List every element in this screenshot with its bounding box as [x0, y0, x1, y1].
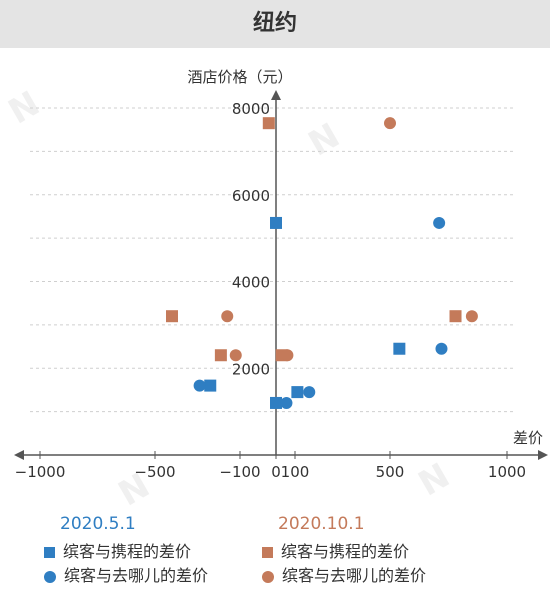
legend-item-blue-qunar: 缤客与去哪儿的差价 — [44, 562, 208, 586]
square-marker-icon — [262, 547, 273, 558]
circle-marker-icon — [262, 570, 274, 583]
data-point-square — [270, 396, 282, 409]
x-tick-label: 0 — [271, 463, 281, 481]
chart-title: 纽约 — [252, 11, 297, 36]
y-tick-label: 4000 — [232, 274, 270, 292]
data-point-circle — [221, 310, 234, 323]
x-tick-label: −500 — [134, 463, 175, 481]
data-point-square — [449, 310, 462, 323]
chart-header: 纽约 — [0, 0, 550, 48]
data-point-square — [291, 386, 304, 399]
x-tick-label: −100 — [219, 463, 260, 481]
x-axis-label: 差价 — [513, 429, 543, 447]
x-tick-label: 500 — [376, 463, 405, 481]
y-tick-label: 6000 — [232, 187, 270, 205]
square-marker-icon — [44, 547, 55, 558]
data-points — [166, 117, 478, 409]
axes — [14, 90, 548, 460]
data-point-square — [393, 342, 406, 355]
x-axis-left-arrow-icon — [14, 450, 24, 460]
data-point-square — [166, 310, 178, 323]
legend-item-blue-ctrip: 缤客与携程的差价 — [44, 538, 191, 562]
data-point-circle — [303, 386, 316, 399]
legend-group-2020-5-1: 2020.5.1 — [60, 514, 136, 534]
data-point-circle — [193, 379, 206, 392]
data-point-square — [214, 349, 227, 362]
data-point-square — [262, 117, 275, 130]
x-axis-right-arrow-icon — [538, 450, 548, 460]
data-point-circle — [229, 349, 242, 362]
legend-group-2020-10-1: 2020.10.1 — [278, 514, 365, 534]
legend-item-orange-ctrip: 缤客与携程的差价 — [262, 538, 409, 562]
data-point-circle — [281, 349, 294, 362]
x-tick-label: 100 — [281, 463, 310, 481]
data-point-square — [204, 379, 217, 392]
x-tick-label: −1000 — [15, 463, 66, 481]
data-point-circle — [433, 216, 446, 229]
circle-marker-icon — [44, 570, 56, 583]
y-tick-label: 2000 — [232, 360, 270, 378]
legend-item-orange-qunar: 缤客与去哪儿的差价 — [262, 562, 426, 586]
y-tick-label: 8000 — [232, 100, 270, 118]
data-point-circle — [435, 342, 448, 355]
y-axis-label: 酒店价格（元） — [187, 68, 292, 86]
data-point-circle — [465, 310, 478, 323]
x-tick-label: 1000 — [488, 463, 526, 481]
data-point-circle — [384, 117, 396, 130]
data-point-circle — [280, 396, 293, 409]
y-axis-arrow-icon — [271, 90, 281, 100]
data-point-square — [270, 216, 282, 229]
grid-lines — [30, 107, 515, 413]
